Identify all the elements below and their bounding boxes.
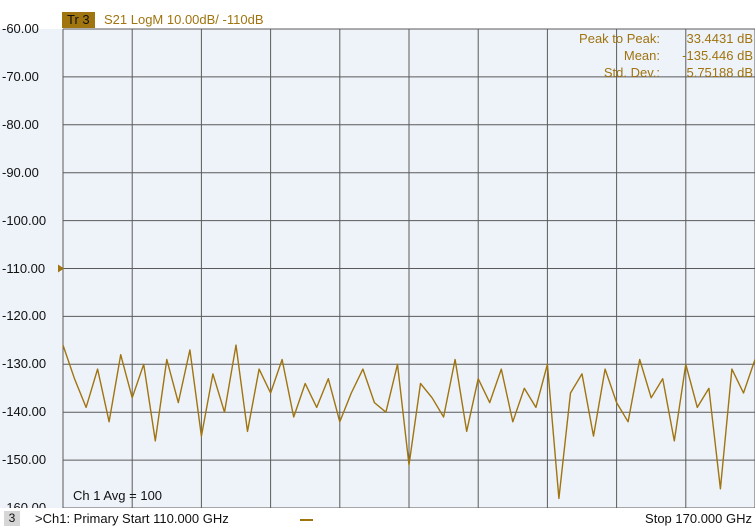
y-tick-label: -110.00 xyxy=(2,260,46,276)
y-tick-label: -90.00 xyxy=(2,164,39,180)
y-tick-label: -130.00 xyxy=(2,356,47,372)
channel-status-bar xyxy=(0,508,755,530)
y-tick-label: -100.00 xyxy=(2,212,47,228)
y-tick-label: -140.00 xyxy=(2,404,47,420)
stat-label: Std. Dev.: xyxy=(603,65,660,80)
stat-value: 33.4431 dB xyxy=(686,31,753,46)
y-tick-label: -120.00 xyxy=(2,308,47,324)
channel-number-badge[interactable]: 3 xyxy=(4,511,20,526)
stat-label: Mean: xyxy=(623,48,660,63)
y-tick-label: -80.00 xyxy=(2,116,39,132)
trace-line xyxy=(62,344,755,500)
stat-value: 5.75188 dB xyxy=(686,65,753,80)
averaging-label: Ch 1 Avg = 100 xyxy=(73,488,163,503)
stat-value: -135.446 dB xyxy=(682,48,753,63)
channel-start-label: >Ch1: Primary Start 110.000 GHz xyxy=(35,511,229,526)
reference-level-marker xyxy=(58,264,64,273)
trace-title: S21 LogM 10.00dB/ -110dB xyxy=(104,12,264,27)
trace-legend-swatch xyxy=(300,519,313,521)
grid-layer xyxy=(62,28,755,509)
channel-stop-label: Stop 170.000 GHz xyxy=(645,511,752,526)
stat-label: Peak to Peak: xyxy=(579,31,660,46)
y-tick-label: -150.00 xyxy=(2,452,47,468)
y-tick-label: -60.00 xyxy=(2,21,39,36)
trace-badge[interactable]: Tr 3 xyxy=(62,12,95,28)
trace-header-bar xyxy=(0,0,755,29)
y-tick-label: -70.00 xyxy=(2,68,39,84)
